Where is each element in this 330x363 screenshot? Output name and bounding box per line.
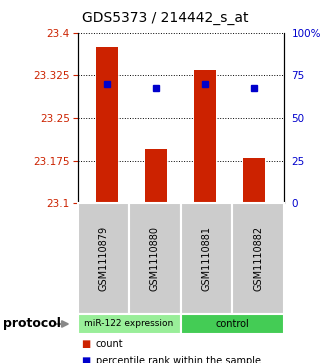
Text: control: control [215,319,249,329]
Bar [194,70,216,203]
Bar [145,149,167,203]
Text: protocol: protocol [3,318,61,330]
Text: percentile rank within the sample: percentile rank within the sample [96,356,261,363]
Text: GDS5373 / 214442_s_at: GDS5373 / 214442_s_at [82,11,248,25]
Text: GSM1110882: GSM1110882 [253,226,263,291]
Text: GSM1110879: GSM1110879 [98,226,108,291]
Bar [243,158,265,203]
Bar [96,47,118,203]
Text: miR-122 expression: miR-122 expression [84,319,174,329]
Text: ■: ■ [81,339,90,350]
Text: GSM1110880: GSM1110880 [150,226,160,291]
Text: ■: ■ [81,356,90,363]
Text: GSM1110881: GSM1110881 [201,226,212,291]
Text: count: count [96,339,123,350]
